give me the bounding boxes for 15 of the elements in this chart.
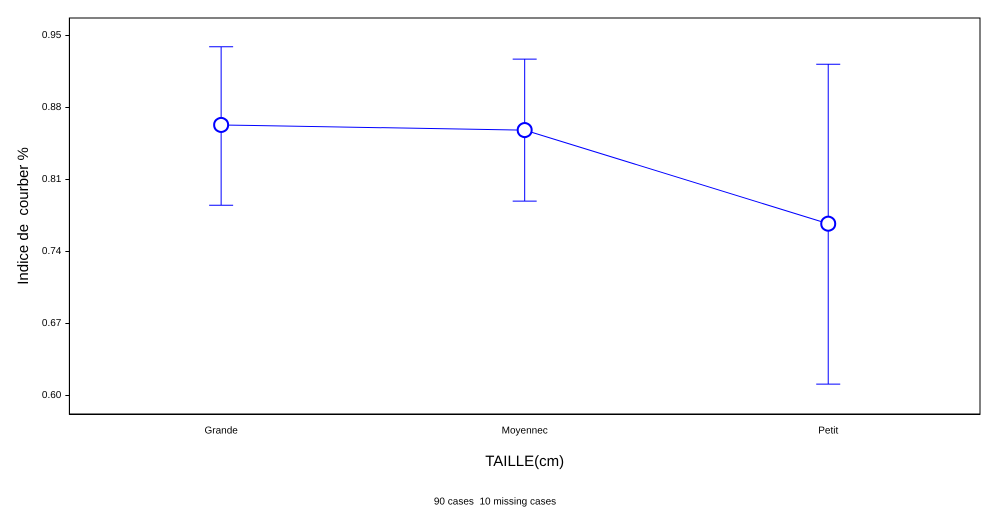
y-tick-label: 0.74 [42, 246, 62, 257]
point [516, 122, 533, 138]
y-tick-label: 0.81 [42, 174, 62, 185]
y-tick-label: 0.88 [42, 102, 62, 113]
x-axis-title: TAILLE(cm) [485, 453, 564, 470]
point [213, 116, 230, 133]
x-tick-label: Petit [818, 426, 838, 436]
y-axis-title: Indice de courber % [15, 147, 32, 285]
y-tick-label: 0.60 [42, 390, 62, 401]
x-tick-label: Moyennec [502, 426, 548, 436]
y-tick-label: 0.67 [42, 318, 62, 329]
y-tick-label: 0.95 [42, 30, 62, 41]
x-tick-label: Grande [204, 426, 238, 436]
text: 90 cases 10 missing cases [434, 496, 556, 508]
point [820, 216, 836, 232]
